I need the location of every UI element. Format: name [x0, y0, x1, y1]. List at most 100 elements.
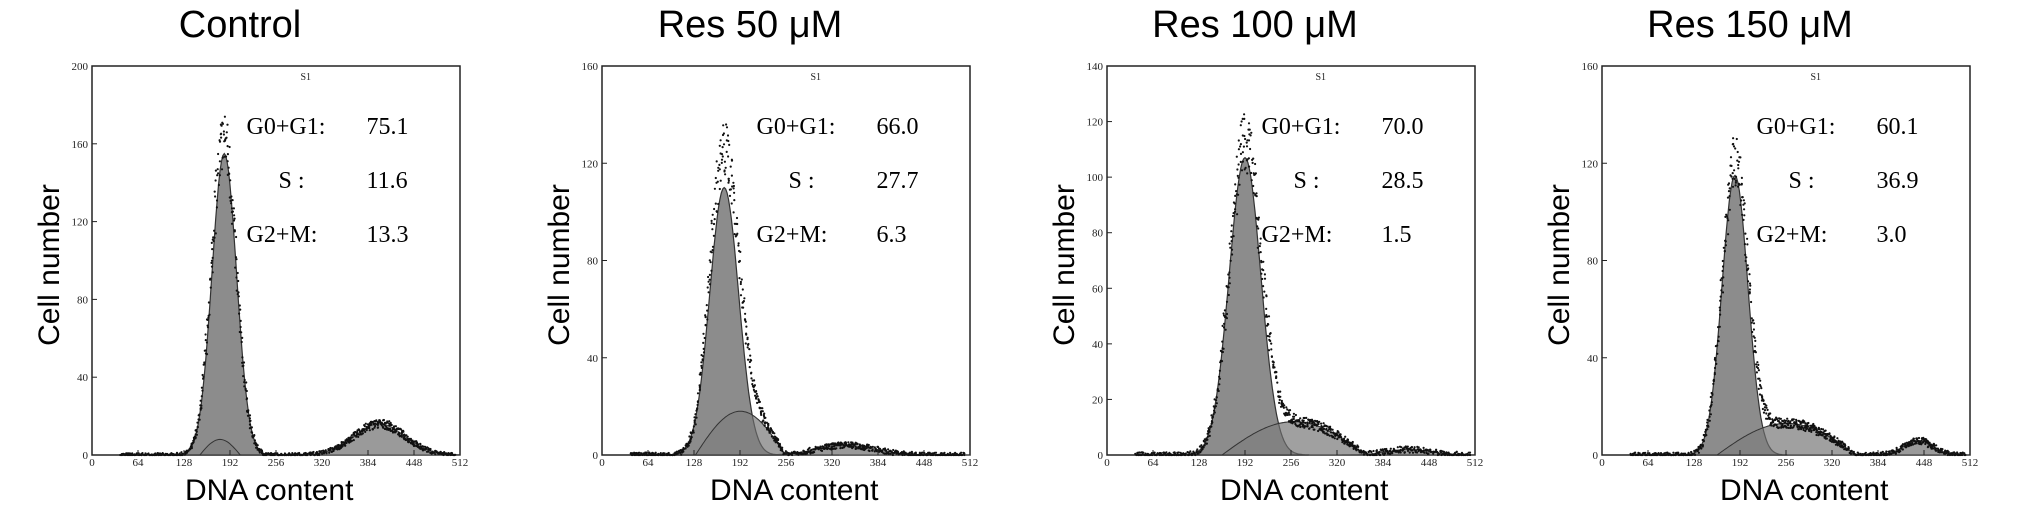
event-dot	[887, 452, 890, 455]
event-dot	[230, 195, 233, 198]
event-dot	[1414, 449, 1417, 452]
event-dot	[1712, 379, 1715, 383]
event-dot	[711, 249, 714, 252]
event-dot	[227, 172, 230, 175]
event-dot	[825, 443, 828, 446]
x-tick-label: 256	[778, 457, 795, 469]
event-dot	[224, 155, 228, 158]
event-dot	[368, 426, 371, 430]
event-dot	[273, 453, 276, 457]
y-tick-label: 80	[587, 256, 599, 268]
event-dot	[1328, 434, 1331, 437]
event-dot	[1855, 453, 1858, 457]
event-dot	[210, 259, 214, 262]
event-dot	[713, 187, 716, 190]
event-dot	[1763, 409, 1767, 412]
event-dot	[700, 366, 703, 369]
event-dot	[1399, 451, 1402, 454]
event-dot	[324, 449, 327, 452]
event-dot	[700, 364, 703, 367]
event-dot	[1362, 453, 1366, 456]
event-dot	[722, 124, 725, 127]
event-dot	[1346, 441, 1349, 444]
event-dot	[725, 123, 728, 126]
event-dot	[714, 202, 717, 205]
event-dot	[1756, 361, 1759, 364]
event-dot	[1761, 407, 1764, 411]
y-tick-label: 40	[587, 353, 599, 365]
event-dot	[1754, 351, 1757, 354]
event-dot	[1309, 419, 1312, 422]
event-dot	[400, 435, 403, 438]
y-tick-label: 40	[1092, 339, 1104, 351]
event-dot	[849, 445, 852, 448]
event-dot	[834, 442, 837, 445]
event-dot	[748, 348, 751, 351]
event-dot	[363, 425, 366, 428]
event-dot	[1727, 182, 1731, 185]
event-dot	[729, 188, 732, 191]
event-dot	[1247, 139, 1251, 142]
event-dot	[1243, 134, 1246, 138]
event-dot	[1259, 251, 1262, 254]
event-dot	[389, 428, 392, 431]
event-dot	[212, 240, 215, 243]
event-dot	[1275, 371, 1278, 374]
event-dot	[381, 422, 384, 425]
event-dot	[339, 446, 342, 449]
event-dot	[204, 339, 207, 342]
event-dot	[1255, 192, 1258, 195]
event-dot	[214, 169, 217, 172]
gate-marker-label: S1	[1315, 72, 1326, 83]
event-dot	[1247, 122, 1251, 125]
event-dot	[1836, 437, 1839, 440]
phase-value: 28.5	[1382, 168, 1424, 194]
event-dot	[752, 388, 755, 391]
event-dot	[1719, 313, 1722, 316]
event-dot	[1230, 240, 1233, 243]
event-dot	[200, 386, 203, 389]
event-dot	[1706, 428, 1709, 431]
event-dot	[1237, 193, 1240, 196]
event-dot	[1740, 182, 1743, 185]
x-axis-label: DNA content	[1720, 474, 1889, 507]
event-dot	[1346, 438, 1350, 441]
event-dot	[1715, 362, 1718, 365]
event-dot	[389, 424, 392, 427]
event-dot	[1206, 432, 1209, 435]
event-dot	[1224, 328, 1227, 331]
event-dot	[1466, 453, 1469, 457]
event-dot	[694, 413, 697, 416]
event-dot	[741, 288, 744, 291]
event-dot	[332, 449, 335, 453]
event-dot	[1227, 273, 1230, 276]
event-dot	[702, 351, 706, 354]
event-dot	[1687, 451, 1690, 454]
event-dot	[1237, 139, 1240, 142]
x-tick-label: 384	[1375, 457, 1392, 469]
event-dot	[851, 441, 854, 444]
event-dot	[1901, 445, 1904, 448]
event-dot	[243, 378, 246, 382]
event-dot	[1750, 317, 1753, 320]
event-dot	[1723, 250, 1726, 253]
event-dot	[891, 453, 894, 457]
event-dot	[1750, 300, 1753, 304]
event-dot	[1844, 447, 1847, 450]
event-dot	[1718, 325, 1721, 328]
event-dot	[1282, 406, 1285, 409]
event-dot	[1299, 417, 1302, 420]
event-dot	[1736, 159, 1739, 162]
event-dot	[233, 230, 236, 233]
event-dots	[1134, 113, 1472, 457]
event-dot	[1408, 451, 1411, 454]
event-dot	[871, 448, 874, 452]
event-dot	[296, 453, 299, 457]
event-dot	[746, 336, 749, 339]
y-tick-label: 0	[1593, 450, 1599, 462]
histogram-plot: 0 64 128 192 256 320 384 448 512 0 20 40 60 80 100 120 1…	[1087, 61, 1484, 469]
event-dot	[207, 301, 210, 304]
event-dot	[1142, 451, 1145, 454]
event-dot	[728, 143, 731, 146]
event-dot	[1762, 411, 1766, 414]
